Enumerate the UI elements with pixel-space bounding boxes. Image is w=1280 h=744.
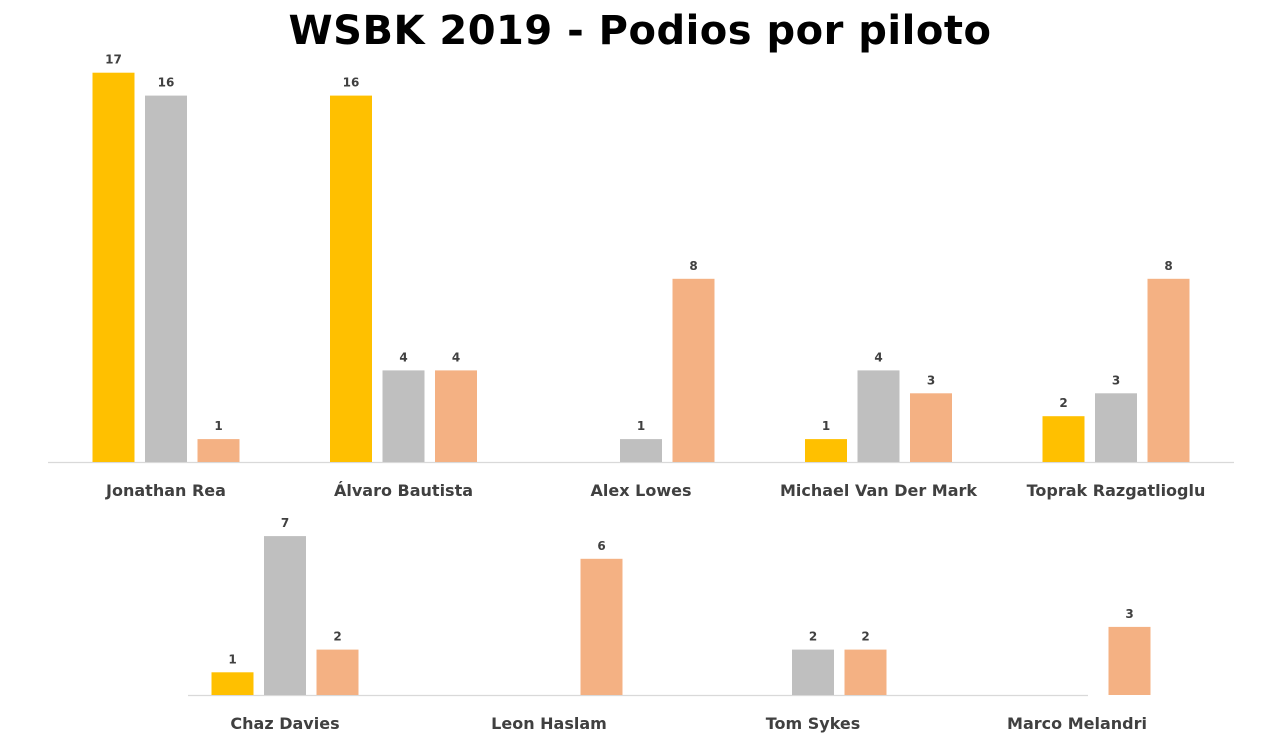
- bar: [435, 370, 477, 462]
- bar: [857, 370, 900, 462]
- data-label: 17: [105, 53, 122, 67]
- data-label: 16: [343, 76, 360, 90]
- data-label: 4: [452, 350, 460, 364]
- bar: [1095, 393, 1137, 462]
- data-label: 1: [214, 419, 222, 433]
- bar: [211, 672, 254, 695]
- bar: [197, 439, 240, 462]
- data-label: 7: [281, 516, 289, 530]
- chart-title: WSBK 2019 - Podios por piloto: [288, 8, 992, 54]
- data-label: 4: [399, 350, 407, 364]
- data-label: 6: [597, 539, 605, 553]
- data-label: 8: [1164, 259, 1172, 273]
- bar: [1042, 416, 1085, 462]
- data-label: 3: [1112, 373, 1120, 387]
- category-label: Chaz Davies: [230, 714, 339, 733]
- category-label: Michael Van Der Mark: [780, 481, 977, 500]
- data-label: 2: [809, 630, 817, 644]
- bar: [264, 536, 306, 695]
- bar: [620, 439, 662, 462]
- bar: [1108, 626, 1151, 695]
- bar: [382, 370, 425, 462]
- bar: [792, 649, 834, 695]
- bar: [145, 95, 187, 462]
- data-label: 3: [927, 373, 935, 387]
- category-label: Leon Haslam: [491, 714, 607, 733]
- data-label: 1: [822, 419, 830, 433]
- bar: [844, 649, 887, 695]
- bar: [316, 649, 359, 695]
- bar: [92, 72, 135, 462]
- data-label: 1: [637, 419, 645, 433]
- bar: [1147, 278, 1190, 462]
- bar: [330, 95, 372, 462]
- category-label: Álvaro Bautista: [334, 481, 473, 500]
- data-label: 2: [1059, 396, 1067, 410]
- data-label: 16: [158, 76, 175, 90]
- bar: [805, 439, 847, 462]
- bar: [580, 558, 623, 695]
- bar: [672, 278, 715, 462]
- data-label: 4: [874, 350, 882, 364]
- category-label: Alex Lowes: [591, 481, 692, 500]
- data-label: 2: [333, 630, 341, 644]
- data-label: 2: [861, 630, 869, 644]
- category-label: Toprak Razgatlioglu: [1027, 481, 1206, 500]
- bar: [910, 393, 952, 462]
- category-label: Jonathan Rea: [105, 481, 226, 500]
- data-label: 8: [689, 259, 697, 273]
- category-label: Tom Sykes: [766, 714, 861, 733]
- category-label: Marco Melandri: [1007, 714, 1147, 733]
- data-label: 3: [1125, 607, 1133, 621]
- data-label: 1: [228, 652, 236, 666]
